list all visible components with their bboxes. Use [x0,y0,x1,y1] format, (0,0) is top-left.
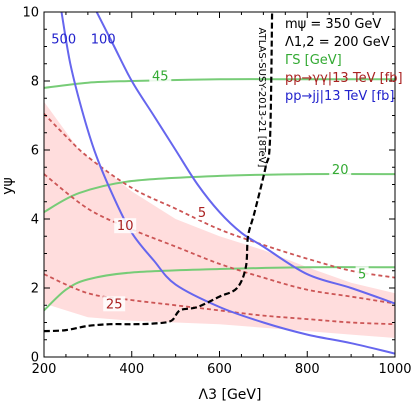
y-tick-label-2: 4 [31,213,39,228]
y-axis-title: yψ [0,177,16,195]
legend-entry-0: mψ = 350 GeV [285,17,381,32]
curve-label-diphoton-4: 10 [117,219,134,234]
curve-label-gamma_s-1: 20 [332,163,349,178]
y-tick-label-3: 6 [31,144,39,159]
y-tick-label-0: 0 [31,351,39,366]
legend-entry-1: Λ1,2 = 200 GeV [285,35,390,50]
x-tick-label-2: 600 [207,362,232,377]
atlas-label: ATLAS-SUSY-2013-21 [8TeV] [256,28,267,168]
series-gamma_s-2 [44,266,395,312]
curve-label-diphoton-5: 25 [106,297,123,312]
legend-entry-3: pp→γγ|13 TeV [fb] [285,71,403,86]
plot-area [44,12,395,355]
x-axis-title: Λ3 [GeV] [199,387,262,403]
legend-entry-4: pp→jj|13 TeV [fb] [285,89,394,104]
x-tick-label-4: 1000 [378,362,411,377]
series-dijet-7 [95,12,395,305]
curve-label-bg-gamma_s-1 [329,162,352,178]
series-gamma_s-0 [44,78,395,89]
curve-label-gamma_s-2: 5 [358,267,366,282]
legend-entry-2: ΓS [GeV] [285,53,342,68]
x-tick-label-0: 200 [32,362,57,377]
series-dijet-6 [60,12,395,355]
curve-label-dijet-6: 500 [51,33,76,48]
y-tick-label-5: 10 [22,6,39,21]
diphoton-band [44,101,395,338]
curve-label-bg-diphoton-4 [114,218,137,234]
y-tick-label-1: 2 [31,282,39,297]
curve-label-bg-gamma_s-2 [355,266,369,282]
curve-label-gamma_s-0: 45 [152,69,169,84]
y-tick-label-4: 8 [31,75,39,90]
curve-label-bg-diphoton-3 [195,205,209,221]
curve-label-dijet-7: 100 [91,33,116,48]
curve-label-bg-gamma_s-0 [149,68,172,84]
series-diphoton-4 [44,173,395,305]
x-tick-label-1: 400 [119,362,144,377]
series-atlas-8 [44,12,274,333]
curve-label-diphoton-3: 5 [198,206,206,221]
curve-label-bg-diphoton-5 [103,296,126,312]
x-tick-label-3: 800 [295,362,320,377]
series-diphoton-3 [44,113,395,279]
